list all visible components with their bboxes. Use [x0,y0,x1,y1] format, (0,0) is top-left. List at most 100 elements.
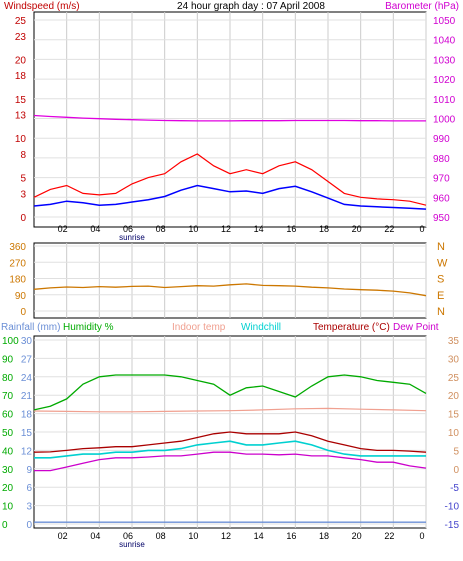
legend-entry: Humidity % [63,322,114,333]
panel-0-x-tick: 16 [286,224,296,234]
humidity-y-tick: 70 [2,391,14,402]
wind-y-tick: 10 [15,134,27,145]
direction-y-tick: 360 [9,242,26,253]
wind-axis-title: Windspeed (m/s) [4,1,80,12]
panel-2-x-tick: 0 [419,531,424,541]
panel-0-x-tick: 06 [123,224,133,234]
panel-0-x-tick: 10 [188,224,198,234]
legend-entry: Rainfall (mm) [1,322,60,333]
rain-y-tick: 18 [21,410,33,421]
legend-entry: Indoor temp [172,322,226,333]
temp-y-tick: 30 [448,354,460,365]
temperature-line [33,431,427,453]
temp-y-tick: -10 [445,502,460,513]
rain-y-tick: 30 [21,336,33,347]
temp-y-tick: 15 [448,410,460,421]
humidity-y-tick: 0 [2,520,8,531]
wind-y-tick: 0 [20,213,26,224]
temp-y-tick: 35 [448,336,460,347]
legend-entry: Temperature (°C) [313,322,390,333]
barometer-y-tick: 1030 [433,55,456,66]
barometer-y-tick: 970 [433,174,450,185]
rain-y-tick: 21 [21,391,33,402]
panel-2-x-tick: 14 [254,531,264,541]
panel-2-x-tick: 22 [384,531,394,541]
wind-y-tick: 8 [20,150,26,161]
panel-0-x-tick: 20 [352,224,362,234]
panel-0-x-tick: 04 [90,224,100,234]
temp-y-tick: 5 [453,446,459,457]
panel-2-x-tick: 06 [123,531,133,541]
direction-y-tick: 90 [15,291,27,302]
barometer-axis-title: Barometer (hPa) [385,1,459,12]
compass-tick: S [437,274,444,286]
rain-y-tick: 6 [26,483,32,494]
panel-0-x-tick: 22 [384,224,394,234]
barometer-y-tick: 1000 [433,115,456,126]
humidity-y-tick: 80 [2,373,14,384]
panel-2-x-tick: 04 [90,531,100,541]
rain-y-tick: 15 [21,428,33,439]
humidity-y-tick: 10 [2,502,14,513]
wind-y-tick: 5 [20,174,26,185]
temp-y-tick: 25 [448,373,460,384]
panel-2-x-tick: 02 [58,531,68,541]
rain-y-tick: 27 [21,354,33,365]
wind-y-tick: 13 [15,111,27,122]
humidity-y-tick: 20 [2,483,14,494]
temp-y-tick: 0 [453,465,459,476]
sunrise-label: sunrise [119,233,145,242]
wind-y-tick: 3 [20,189,26,200]
wind-y-tick: 20 [15,55,27,66]
direction-y-tick: 180 [9,275,26,286]
panel-0-x-tick: 14 [254,224,264,234]
barometer-y-tick: 960 [433,193,450,204]
panel-2-x-tick: 08 [156,531,166,541]
windchill-line [34,440,426,459]
temp-y-tick: -5 [450,483,459,494]
panel-2-x-tick: 18 [319,531,329,541]
wind-y-tick: 15 [15,95,27,106]
barometer-line [33,114,426,122]
humidity-y-tick: 90 [2,354,14,365]
humidity-y-tick: 100 [2,336,19,347]
panel-0-x-tick: 0 [419,224,424,234]
panel-2-x-tick: 10 [188,531,198,541]
legend-entry: Windchill [241,322,281,333]
compass-tick: N [437,241,445,253]
temperature-humidity-panel: Rainfall (mm) Humidity % Indoor temp Windch… [1,322,459,549]
panel-0-x-tick: 08 [156,224,166,234]
humidity-line [33,374,427,411]
rain-y-tick: 3 [26,502,32,513]
humidity-y-tick: 30 [2,465,14,476]
wind-direction-line [33,283,427,297]
panel-0-x-tick: 12 [221,224,231,234]
rain-y-tick: 12 [21,446,33,457]
compass-tick: W [437,257,448,269]
humidity-y-tick: 40 [2,446,14,457]
legend-entry: Dew Point [393,322,439,333]
rain-y-tick: 9 [26,465,32,476]
barometer-y-tick: 1010 [433,95,456,106]
rain-y-tick: 24 [21,373,33,384]
chart-title: 24 hour graph day : 07 April 2008 [177,1,325,12]
wind-pressure-panel: Windspeed (m/s) 24 hour graph day : 07 Ap… [4,1,459,242]
direction-y-tick: 0 [20,307,26,318]
sunrise-label: sunrise [119,540,145,549]
temp-y-tick: 20 [448,391,460,402]
average-wind-line [33,184,427,210]
temp-y-tick: 10 [448,428,460,439]
barometer-y-tick: 980 [433,154,450,165]
temp-y-tick: -15 [445,520,460,531]
rain-y-tick: 0 [26,520,32,531]
humidity-y-tick: 50 [2,428,14,439]
indoor-temp-line [33,407,427,413]
panel-0-x-tick: 18 [319,224,329,234]
barometer-y-tick: 1040 [433,36,456,47]
barometer-y-tick: 1050 [433,16,456,27]
wind-y-tick: 25 [15,16,27,27]
panel-0-x-tick: 02 [58,224,68,234]
